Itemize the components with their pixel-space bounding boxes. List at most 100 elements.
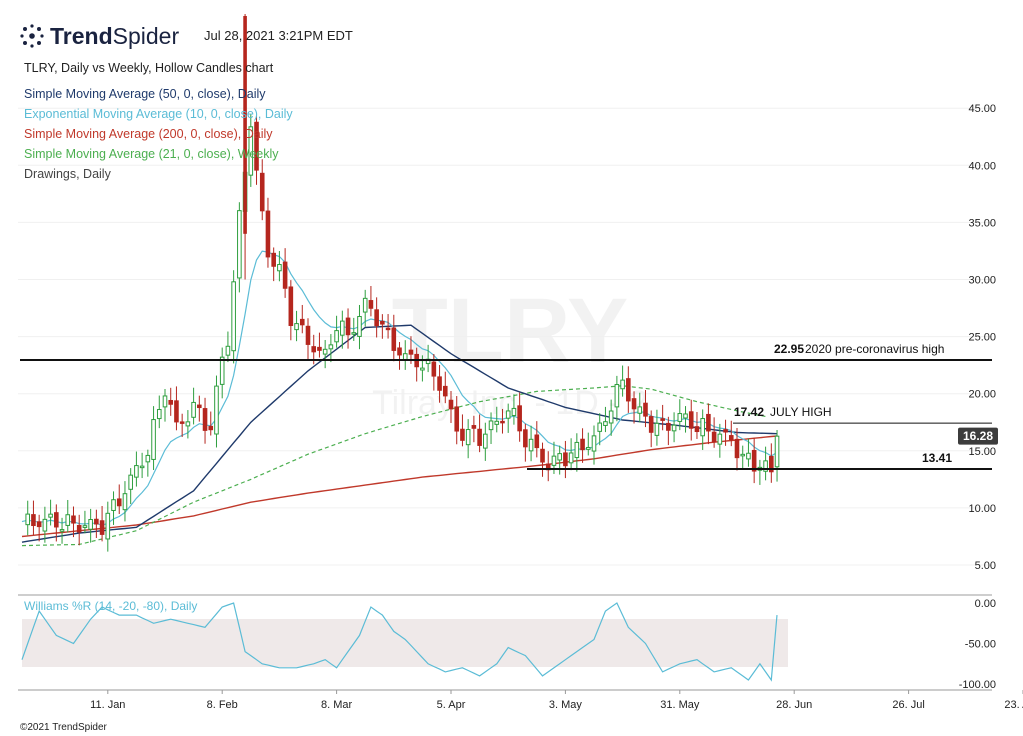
candle-body: [116, 498, 122, 507]
price-tick-label: 20.00: [968, 389, 996, 401]
candle-body: [282, 261, 288, 289]
legend-item: Simple Moving Average (200, 0, close), D…: [24, 127, 273, 141]
candle-body: [471, 425, 477, 429]
candle-body: [305, 325, 311, 345]
candle-body: [36, 521, 42, 528]
candle-body: [25, 513, 31, 526]
candle-body: [631, 398, 637, 410]
sma21-weekly-line: [21, 385, 766, 547]
candle-body: [460, 428, 465, 441]
time-tick-label: 5. Apr: [437, 699, 466, 711]
candle-body: [660, 418, 665, 421]
candle-body: [243, 16, 247, 234]
candle-body: [156, 409, 162, 420]
time-tick-label: 3. May: [549, 699, 583, 711]
time-tick-label: 8. Feb: [207, 699, 238, 711]
candle-body: [465, 429, 471, 446]
time-tick-label: 26. Jul: [892, 699, 924, 711]
indicator-legend: Simple Moving Average (50, 0, close), Da…: [24, 87, 293, 181]
brand-light: Spider: [113, 23, 180, 49]
candle-body: [248, 126, 254, 176]
price-tick-label: 25.00: [968, 332, 996, 344]
williams-tick-label: -100.00: [959, 679, 996, 691]
candle-body: [288, 286, 294, 326]
candle-body: [139, 465, 145, 469]
candle-body: [637, 406, 643, 414]
spider-icon: [20, 24, 44, 48]
price-axis: 45.00 40.00 35.00 30.00 25.00 20.00 15.00 10.00…: [18, 103, 996, 572]
price-tick-label: 15.00: [968, 446, 996, 458]
price-tick-label: 40.00: [968, 160, 996, 172]
candle-body: [477, 428, 482, 446]
candle-body: [48, 513, 53, 518]
williams-tick-label: 0.00: [975, 598, 996, 610]
candle-body: [511, 407, 517, 416]
candle-body: [54, 512, 59, 528]
legend-item: Simple Moving Average (21, 0, close), We…: [24, 147, 279, 161]
time-tick-label: 23. Aug: [1004, 699, 1023, 711]
candle-body: [614, 384, 620, 408]
candle-body: [454, 406, 460, 432]
candle-body: [568, 452, 574, 464]
candle-body: [99, 520, 105, 535]
price-tick-label: 30.00: [968, 275, 996, 287]
candle-body: [534, 434, 540, 449]
time-tick-label: 11. Jan: [90, 699, 125, 711]
candle-body: [769, 455, 774, 473]
candle-body: [65, 514, 71, 526]
candle-body: [219, 356, 225, 385]
williams-r-line: [21, 602, 778, 682]
candle-body: [551, 455, 557, 466]
candle-body: [385, 327, 391, 331]
candle-body: [345, 317, 351, 336]
price-tick-label: 45.00: [968, 103, 996, 115]
candle-body: [197, 404, 202, 409]
candle-body: [751, 449, 757, 472]
legend-item: Simple Moving Average (50, 0, close), Da…: [24, 87, 266, 101]
candle-body: [442, 385, 448, 397]
candle-body: [654, 422, 660, 436]
candle-body: [397, 347, 402, 356]
candle-body: [265, 210, 271, 258]
resistance-value: 22.95: [774, 342, 804, 356]
watermark-symbol: TLRY: [392, 280, 629, 382]
candle-body: [591, 435, 597, 452]
candle-body: [517, 405, 522, 432]
candle-body: [706, 413, 711, 432]
candle-body: [574, 441, 580, 459]
candle-body: [563, 452, 568, 467]
candle-body: [505, 410, 511, 419]
time-tick-label: 31. May: [660, 699, 700, 711]
candle-body: [683, 413, 688, 419]
candle-body: [717, 433, 723, 445]
candle-body: [763, 460, 768, 472]
candle-body: [317, 346, 322, 351]
candle-body: [437, 376, 442, 391]
resistance-label: 2020 pre-coronavirus high: [805, 342, 944, 356]
candles-group: [25, 14, 780, 552]
candle-body: [311, 346, 317, 353]
copyright: ©2021 TrendSpider: [20, 722, 108, 733]
candle-body: [711, 431, 717, 443]
candle-body: [420, 367, 425, 371]
candle-body: [488, 420, 494, 431]
candle-body: [402, 353, 408, 360]
support-value: 13.41: [922, 451, 952, 465]
candle-body: [151, 419, 156, 460]
candle-body: [362, 297, 368, 313]
candle-body: [76, 524, 82, 533]
williams-zone: [22, 619, 788, 667]
candle-body: [202, 408, 208, 431]
candle-body: [580, 438, 585, 451]
candle-body: [431, 361, 437, 377]
last-price-value: 16.28: [963, 429, 993, 443]
candle-body: [494, 420, 500, 425]
candle-body: [94, 518, 99, 525]
candle-body: [728, 435, 734, 441]
candle-body: [723, 429, 728, 433]
candle-body: [408, 349, 414, 355]
legend-item: Exponential Moving Average (10, 0, close…: [24, 107, 293, 121]
candle-body: [608, 410, 614, 424]
candle-body: [59, 529, 65, 532]
